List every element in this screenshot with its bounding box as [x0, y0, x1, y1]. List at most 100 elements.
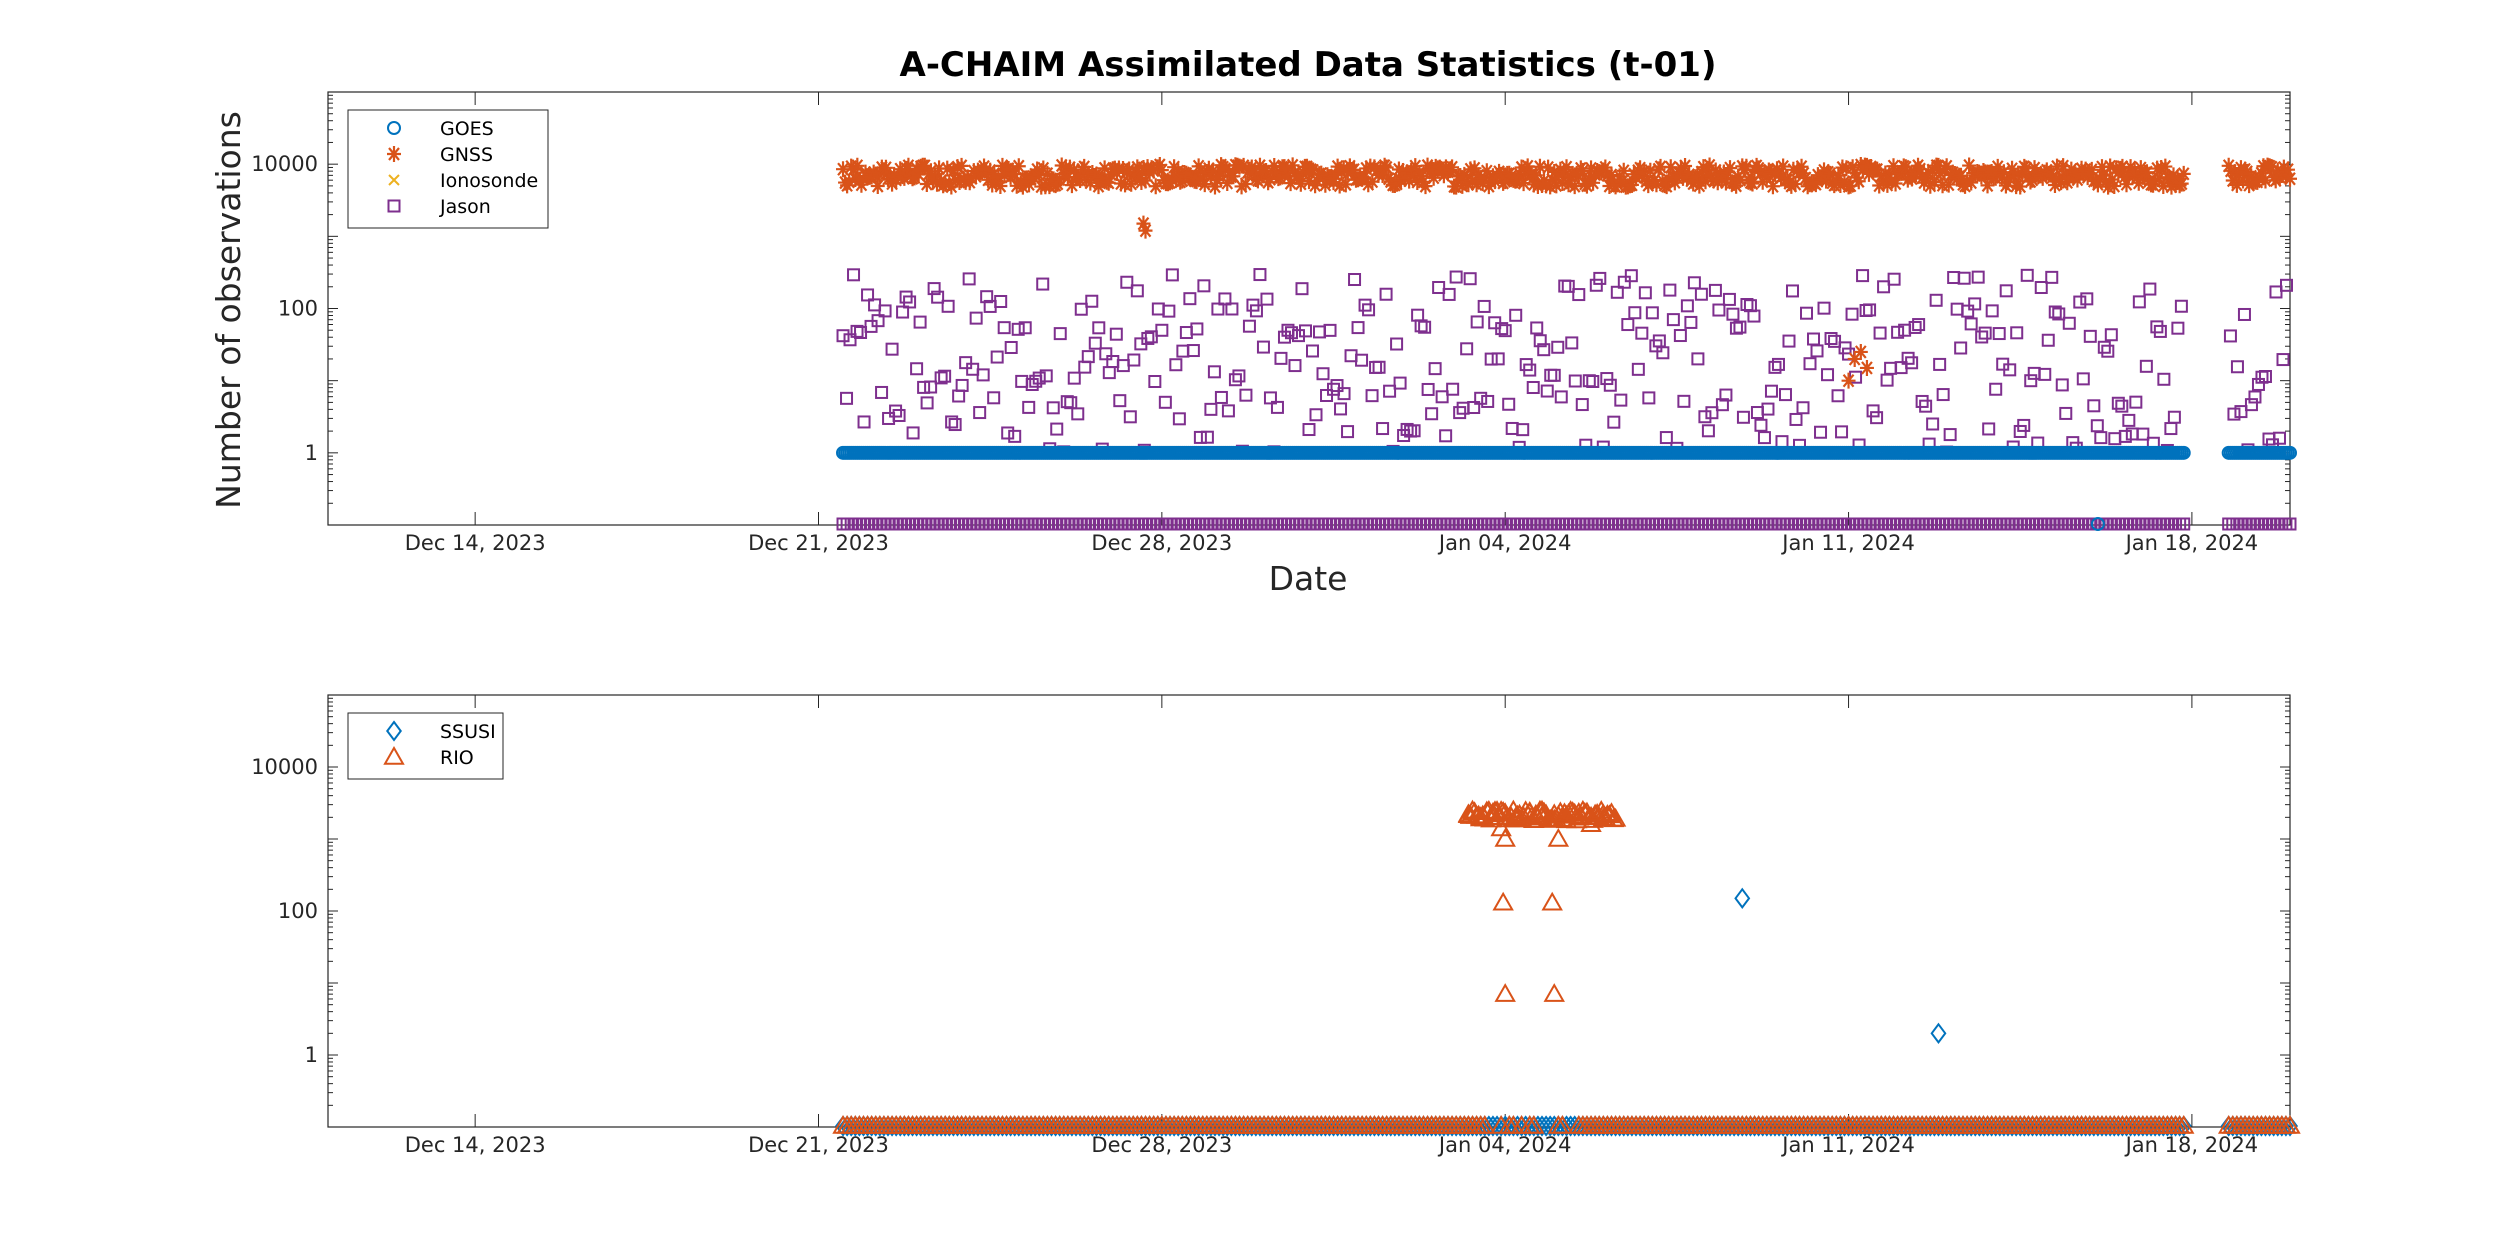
jason-point	[1099, 347, 1113, 361]
jason-point	[1060, 395, 1074, 409]
jason-point	[1551, 340, 1565, 354]
jason-point	[1242, 319, 1256, 333]
gnss-point	[1398, 170, 1413, 187]
jason-point	[1638, 286, 1652, 300]
gnss-point	[1994, 169, 2009, 186]
gnss-point	[1487, 173, 1502, 190]
gnss-point	[1616, 162, 1631, 179]
jason-point	[1978, 326, 1992, 340]
jason-point	[1355, 353, 1369, 367]
jason-point	[1214, 390, 1228, 404]
gnss-point	[1097, 160, 1112, 177]
gnss-point	[2176, 165, 2191, 182]
jason-point	[1270, 400, 1284, 414]
gnss-point	[1136, 215, 1151, 232]
gnss-point	[2097, 167, 2112, 184]
jason-point	[1617, 275, 1631, 289]
gnss-point	[1148, 178, 1163, 195]
jason-point	[1954, 341, 1968, 355]
jason-point	[913, 315, 927, 329]
jason-point	[1645, 306, 1659, 320]
jason-point	[2038, 367, 2052, 381]
gnss-point	[911, 166, 926, 183]
gnss-point	[1528, 167, 1543, 184]
jason-point	[1726, 307, 1740, 321]
gnss-point	[1477, 170, 1492, 187]
gnss-point	[1060, 169, 1075, 186]
gnss-point	[1765, 178, 1780, 195]
jason-point	[2041, 333, 2055, 347]
jason-point	[2143, 282, 2157, 296]
jason-point	[1642, 391, 1656, 405]
gnss-point	[2117, 169, 2132, 186]
jason-point	[1877, 280, 1891, 294]
jason-point	[1891, 325, 1905, 339]
gnss-point	[1154, 162, 1169, 179]
gnss-point	[1624, 176, 1639, 193]
gnss-point	[1953, 167, 1968, 184]
gnss-point	[1332, 177, 1347, 194]
jason-point	[2251, 377, 2265, 391]
jason-point	[1673, 329, 1687, 343]
jason-point	[892, 408, 906, 422]
legend-marker	[388, 174, 400, 186]
jason-point	[1985, 304, 1999, 318]
x-axis-label: Date	[1269, 559, 1348, 598]
gnss-point	[1962, 157, 1977, 174]
gnss-point	[1845, 159, 1860, 176]
jason-point	[1568, 374, 1582, 388]
gnss-point	[2283, 170, 2297, 187]
gnss-point	[1453, 168, 1468, 184]
jason-point	[1039, 369, 1053, 383]
gnss-point	[1201, 160, 1216, 177]
gnss-point	[2252, 170, 2267, 187]
gnss-point	[1990, 158, 2005, 175]
jason-point	[973, 406, 987, 420]
gnss-point	[1191, 158, 1206, 175]
gnss-point	[1346, 161, 1361, 178]
jason-point	[1239, 388, 1253, 402]
gnss-point	[1138, 222, 1153, 239]
jason-point	[1526, 381, 1540, 395]
jason-point	[1193, 430, 1207, 444]
gnss-point	[1814, 171, 1829, 188]
gnss-point	[1101, 174, 1116, 191]
gnss-point	[1884, 172, 1899, 189]
jason-point	[1130, 284, 1144, 298]
gnss-point	[1996, 164, 2011, 181]
jason-point	[2171, 321, 2185, 335]
rio-point	[2279, 1114, 2301, 1134]
gnss-point	[964, 170, 979, 187]
jason-point	[1975, 330, 1989, 344]
jason-point	[2132, 295, 2146, 309]
gnss-point	[1898, 159, 1913, 176]
gnss-point	[1819, 172, 1834, 189]
jason-point	[1414, 319, 1428, 333]
jason-point	[1873, 326, 1887, 340]
jason-point	[1908, 320, 1922, 334]
jason-point	[2115, 399, 2129, 413]
jason-point	[1687, 276, 1701, 290]
gnss-point	[2003, 170, 2018, 187]
gnss-point	[842, 173, 857, 190]
jason-point	[934, 371, 948, 385]
jason-point	[1971, 270, 1985, 284]
gnss-point	[2035, 169, 2050, 186]
legend-marker	[386, 720, 402, 742]
gnss-point	[1927, 174, 1942, 191]
jason-point	[1186, 344, 1200, 358]
jason-point	[2129, 395, 2143, 409]
jason-point	[1418, 320, 1432, 334]
x-tick-label: Jan 04, 2024	[1437, 531, 1572, 555]
jason-point	[1288, 359, 1302, 373]
gnss-point	[1641, 177, 1656, 194]
jason-point	[1863, 303, 1877, 317]
jason-point	[1814, 425, 1828, 439]
jason-point	[1390, 337, 1404, 351]
goes-point	[2176, 445, 2191, 460]
jason-point	[1011, 322, 1025, 336]
jason-point	[1778, 388, 1792, 402]
gnss-point	[2115, 158, 2130, 175]
gnss-point	[927, 168, 942, 185]
gnss-point	[1712, 165, 1727, 182]
